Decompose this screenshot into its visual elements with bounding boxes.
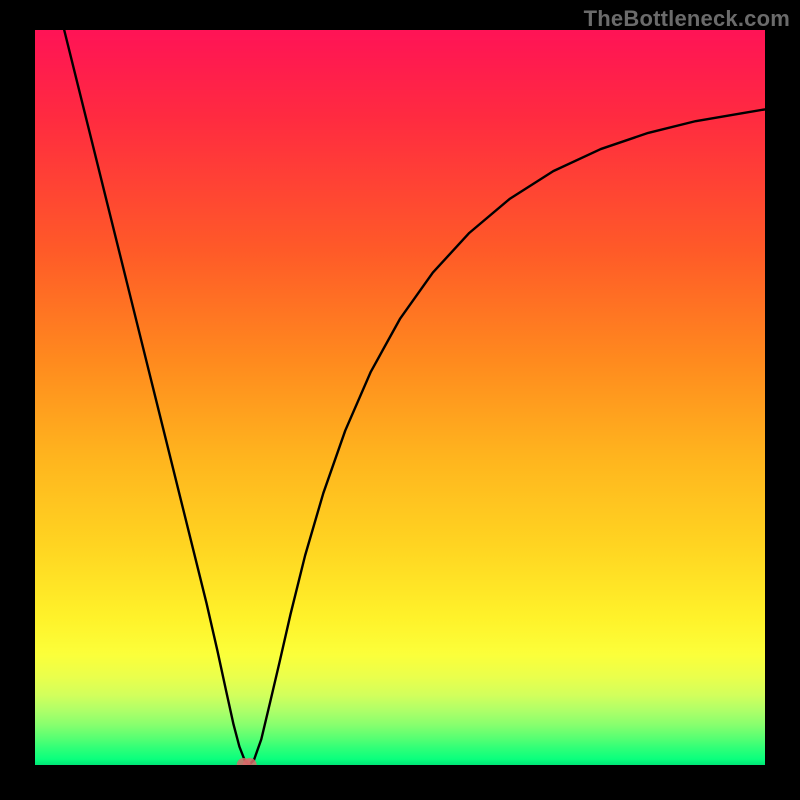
figure-container: TheBottleneck.com (0, 0, 800, 800)
chart-svg (35, 30, 765, 765)
plot-area (35, 30, 765, 765)
gradient-background (35, 30, 765, 765)
watermark-text: TheBottleneck.com (584, 6, 790, 32)
